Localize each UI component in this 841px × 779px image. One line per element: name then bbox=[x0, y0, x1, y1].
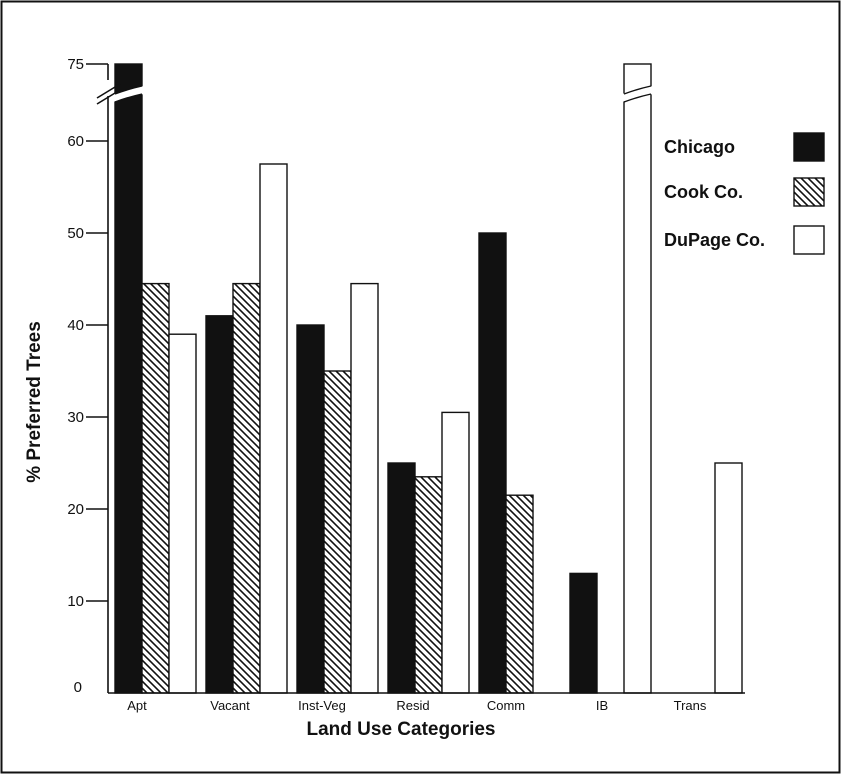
legend-label-chicago: Chicago bbox=[664, 137, 735, 157]
bar-dupage-co-resid bbox=[441, 411, 470, 694]
bar-dupage-co-trans bbox=[714, 462, 743, 694]
bar-chicago-comm bbox=[478, 232, 507, 694]
bar-dupage-co-apt bbox=[168, 333, 197, 694]
x-tick-label-comm: Comm bbox=[487, 698, 525, 713]
x-axis-title: Land Use Categories bbox=[307, 719, 496, 740]
y-tick-label: 30 bbox=[67, 409, 84, 426]
legend-label-cook-co: Cook Co. bbox=[664, 182, 743, 202]
bar-dupage-co-inst-veg bbox=[350, 282, 379, 694]
bar-chicago-vacant bbox=[205, 315, 234, 694]
y-tick-label: 40 bbox=[67, 317, 84, 334]
bar-cook-co-comm bbox=[505, 494, 534, 694]
x-tick-label-resid: Resid bbox=[396, 698, 429, 713]
bar-break-line bbox=[114, 85, 143, 95]
bar-break-gap bbox=[113, 86, 144, 102]
legend-swatch-dupage-co bbox=[793, 225, 825, 255]
x-tick-label-ib: IB bbox=[596, 698, 608, 713]
bar-chicago-resid bbox=[387, 462, 416, 694]
bar-break-line bbox=[623, 93, 652, 103]
y-tick-label: 10 bbox=[67, 593, 84, 610]
x-tick-label-inst-veg: Inst-Veg bbox=[298, 698, 346, 713]
bar-chicago-ib bbox=[569, 572, 598, 694]
bar-cook-co-apt bbox=[141, 282, 170, 694]
bar-cook-co-vacant bbox=[232, 282, 261, 694]
y-axis-title: % Preferred Trees bbox=[24, 321, 45, 483]
bar-break-line bbox=[623, 85, 652, 95]
y-tick-label: 50 bbox=[67, 225, 84, 242]
y-tick-label: 20 bbox=[67, 501, 84, 518]
bar-break-gap bbox=[622, 86, 653, 102]
bar-cook-co-resid bbox=[414, 476, 443, 694]
bar-chicago-apt bbox=[114, 63, 143, 694]
legend-swatch-cook-co bbox=[793, 177, 825, 207]
bar-dupage-co-vacant bbox=[259, 163, 288, 694]
y-axis-break-mark bbox=[96, 89, 121, 105]
y-tick-label: 0 bbox=[74, 679, 82, 696]
bar-break-line bbox=[114, 93, 143, 103]
legend-label-dupage-co: DuPage Co. bbox=[664, 230, 765, 250]
bar-chicago-inst-veg bbox=[296, 324, 325, 694]
legend-swatch-chicago bbox=[793, 132, 825, 162]
y-axis-break-mark bbox=[96, 83, 121, 99]
x-tick-label-vacant: Vacant bbox=[210, 698, 250, 713]
bar-dupage-co-ib bbox=[623, 63, 652, 694]
x-tick-label-apt: Apt bbox=[127, 698, 147, 713]
bar-cook-co-inst-veg bbox=[323, 370, 352, 694]
y-tick-label: 60 bbox=[67, 133, 84, 150]
x-tick-label-trans: Trans bbox=[674, 698, 707, 713]
y-tick-label: 75 bbox=[67, 56, 84, 73]
